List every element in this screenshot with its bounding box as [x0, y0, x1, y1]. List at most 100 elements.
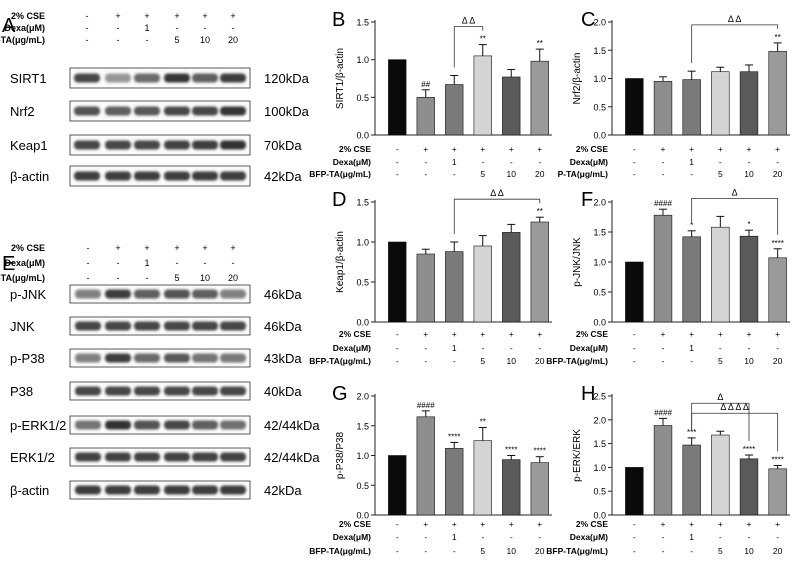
blot-band	[164, 73, 190, 83]
treatment-value: +	[452, 144, 457, 154]
treatment-value: -	[776, 343, 779, 353]
treatment-value: -	[719, 157, 722, 167]
treatment-value: +	[689, 329, 694, 339]
treatment-value: +	[480, 144, 485, 154]
bar	[388, 241, 407, 323]
blot-band	[164, 171, 190, 181]
bar	[388, 59, 407, 136]
blot-band	[192, 321, 218, 331]
comparison-bracket	[453, 26, 484, 68]
blot-band	[192, 73, 218, 83]
bar	[502, 232, 521, 323]
bar	[445, 251, 464, 323]
blot-band	[192, 140, 218, 150]
treatment-value: +	[775, 519, 780, 529]
treatment-value: -	[538, 343, 541, 353]
treatment-value: -	[204, 23, 207, 33]
y-tick-label: 1.5	[356, 18, 369, 28]
treatment-value: 1	[689, 532, 694, 542]
treatment-value: -	[453, 169, 456, 179]
blot-band	[105, 289, 131, 299]
treatment-label: 2% CSE	[576, 144, 608, 154]
treatment-label: 2% CSE	[576, 519, 608, 529]
comparison-bracket	[691, 412, 779, 452]
molecular-weight: 100kDa	[264, 104, 310, 119]
treatment-value: +	[230, 243, 235, 253]
blot-band	[75, 485, 101, 495]
treatment-value: 10	[507, 169, 517, 179]
treatment-value: +	[174, 11, 179, 21]
molecular-weight: 46kDa	[264, 287, 302, 302]
bar	[711, 226, 730, 323]
y-tick-label: 1.0	[593, 258, 606, 268]
bar	[416, 253, 435, 323]
treatment-value: -	[117, 258, 120, 268]
significance-marker: ****	[505, 446, 517, 455]
y-tick-label: 0.0	[593, 511, 606, 521]
treatment-value: 5	[480, 546, 485, 556]
treatment-value: -	[424, 546, 427, 556]
molecular-weight: 120kDa	[264, 71, 310, 86]
treatment-value: +	[452, 519, 457, 529]
treatment-value: 5	[718, 356, 723, 366]
treatment-value: -	[396, 519, 399, 529]
significance-marker: **	[480, 35, 486, 44]
molecular-weight: 42kDa	[264, 483, 302, 498]
bar	[530, 462, 549, 516]
treatment-value: +	[174, 243, 179, 253]
blot-band	[220, 106, 246, 116]
y-tick-label: 1.5	[593, 46, 606, 56]
treatment-label: BFP-TA(μg/mL)	[0, 35, 45, 45]
blot-band	[220, 321, 246, 331]
treatment-value: +	[537, 519, 542, 529]
y-tick-label: 2.0	[593, 198, 606, 208]
significance-marker: ****	[771, 455, 783, 464]
treatment-value: -	[662, 546, 665, 556]
blot-band	[192, 171, 218, 181]
treatment-value: -	[776, 532, 779, 542]
treatment-value: +	[537, 144, 542, 154]
treatment-label: BFP-TA(μg/mL)	[309, 546, 371, 556]
treatment-value: -	[396, 532, 399, 542]
blot-band	[134, 140, 160, 150]
bar	[711, 71, 730, 136]
blot-band	[134, 386, 160, 396]
bar	[625, 261, 644, 323]
treatment-value: +	[202, 243, 207, 253]
treatment-value: -	[146, 35, 149, 45]
y-tick-label: 0.0	[593, 318, 606, 328]
significance-marker: **	[537, 39, 543, 48]
treatment-value: -	[633, 546, 636, 556]
blot-band	[134, 452, 160, 462]
treatment-value: 1	[452, 157, 457, 167]
treatment-value: -	[662, 532, 665, 542]
significance-marker: ##	[421, 80, 430, 89]
blot-band	[134, 171, 160, 181]
treatment-value: 1	[144, 23, 149, 33]
y-tick-label: 0.5	[356, 481, 369, 491]
treatment-label: Dexa(μM)	[570, 532, 608, 542]
treatment-value: 5	[718, 546, 723, 556]
treatment-value: 1	[144, 258, 149, 268]
molecular-weight: 43kDa	[264, 351, 302, 366]
y-axis-label: p-JNK/JNK	[572, 237, 583, 287]
comparison-bracket	[691, 197, 779, 235]
panel-letter: C	[581, 9, 595, 31]
blot-band	[74, 140, 100, 150]
significance-marker: ****	[743, 445, 755, 454]
blot-band	[164, 321, 190, 331]
y-tick-label: 2.0	[593, 415, 606, 425]
treatment-value: 5	[174, 35, 179, 45]
panel-letter: B	[332, 9, 345, 31]
y-axis-label: p-P38/P38	[335, 431, 346, 479]
blot-band	[220, 289, 246, 299]
treatment-value: -	[146, 273, 149, 283]
y-tick-label: 1.5	[593, 228, 606, 238]
blot-band	[164, 289, 190, 299]
panel-letter: A	[2, 15, 16, 37]
treatment-value: -	[87, 258, 90, 268]
treatment-value: -	[453, 356, 456, 366]
y-tick-label: 0.5	[593, 487, 606, 497]
treatment-value: -	[453, 546, 456, 556]
